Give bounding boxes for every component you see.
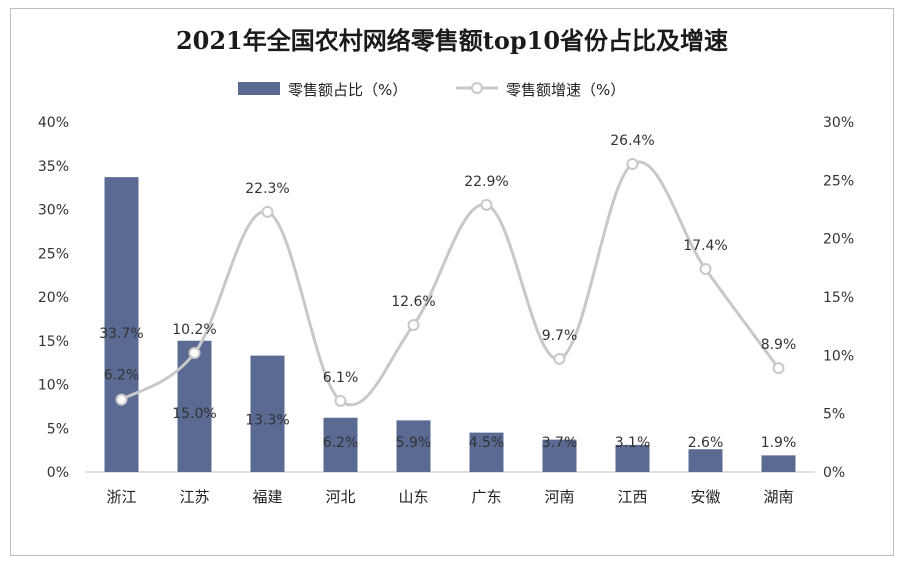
- line-point: [772, 362, 785, 375]
- line-data-label: 22.3%: [245, 181, 289, 197]
- bar: [396, 420, 431, 472]
- y-left-tick-label: 25%: [38, 246, 69, 262]
- y-right-tick-label: 20%: [823, 232, 854, 248]
- line-data-label: 26.4%: [610, 133, 654, 149]
- category-label: 湖南: [763, 488, 793, 506]
- y-right-tick-label: 0%: [823, 465, 845, 481]
- line-data-label: 6.2%: [104, 368, 140, 384]
- legend-line-label: 零售额增速（%）: [506, 81, 625, 99]
- line-series: [115, 158, 785, 407]
- line-data-label: 22.9%: [464, 174, 508, 190]
- bar-series: [104, 177, 796, 472]
- line-data-label: 12.6%: [391, 294, 435, 310]
- bar-data-label: 3.7%: [542, 435, 578, 451]
- category-label: 江西: [617, 488, 647, 506]
- bar-data-label: 1.9%: [761, 435, 797, 451]
- line-point: [626, 158, 639, 170]
- bar: [104, 177, 139, 472]
- category-label: 河北: [325, 488, 355, 506]
- line-point: [480, 198, 493, 211]
- legend-line-marker: [471, 82, 483, 94]
- growth-line: [120, 160, 780, 407]
- y-left-tick-label: 15%: [38, 334, 69, 350]
- line-point: [407, 319, 420, 331]
- category-label: 广东: [471, 488, 501, 506]
- bar-data-label: 6.2%: [323, 435, 359, 451]
- y-right-tick-label: 25%: [823, 173, 854, 189]
- bar-data-label: 33.7%: [99, 326, 143, 342]
- y-left-tick-label: 5%: [47, 421, 69, 437]
- bar-data-label: 4.5%: [469, 435, 505, 451]
- category-labels: 浙江 江苏 福建 河北 山东 广东 河南 江西 安徽 湖南: [106, 488, 793, 506]
- bar: [323, 417, 358, 472]
- y-left-tick-label: 40%: [38, 115, 69, 131]
- bar: [250, 355, 285, 472]
- line-point: [188, 347, 201, 359]
- bar: [542, 439, 577, 472]
- chart-frame: [10, 8, 894, 556]
- bar-data-label: 15.0%: [172, 406, 216, 422]
- line-data-label: 9.7%: [542, 328, 578, 344]
- line-point: [115, 393, 128, 406]
- line-data-label: 8.9%: [761, 337, 797, 353]
- line-point: [553, 352, 566, 365]
- y-left-tick-label: 30%: [38, 203, 69, 219]
- bar: [688, 449, 723, 472]
- line-data-label: 10.2%: [172, 322, 216, 338]
- y-left-tick-label: 10%: [38, 378, 69, 394]
- line-data-label: 6.1%: [323, 370, 359, 386]
- category-label: 河南: [544, 488, 574, 506]
- y-left-tick-label: 35%: [38, 159, 69, 175]
- legend: 零售额占比（%） 零售额增速（%）: [238, 81, 625, 99]
- legend-bar-label: 零售额占比（%）: [288, 81, 407, 99]
- bar-data-label: 5.9%: [396, 435, 432, 451]
- y-left-ticks: 0% 5% 10% 15% 20% 25% 30% 35% 40%: [38, 115, 69, 481]
- bar-data-label: 2.6%: [688, 435, 724, 451]
- line-point: [699, 263, 712, 275]
- bar-data-labels: 33.7% 15.0% 13.3% 6.2% 5.9% 4.5% 3.7% 3.1% 2.6% 1…: [99, 326, 796, 451]
- y-right-tick-label: 15%: [823, 290, 854, 306]
- y-left-tick-label: 0%: [47, 465, 69, 481]
- category-label: 福建: [252, 488, 282, 506]
- chart-title: 2021年全国农村网络零售额top10省份占比及增速: [176, 26, 728, 55]
- bar: [469, 432, 504, 472]
- category-label: 江苏: [179, 488, 209, 506]
- y-right-tick-label: 10%: [823, 348, 854, 364]
- legend-bar-swatch: [238, 82, 280, 95]
- y-right-ticks: 0% 5% 10% 15% 20% 25% 30%: [823, 115, 854, 481]
- bar-data-label: 13.3%: [245, 413, 289, 429]
- line-point: [334, 394, 347, 407]
- line-point: [261, 205, 274, 218]
- bar: [761, 455, 796, 472]
- y-left-tick-label: 20%: [38, 290, 69, 306]
- category-label: 浙江: [106, 488, 136, 506]
- bar-data-label: 3.1%: [615, 435, 651, 451]
- y-right-tick-label: 30%: [823, 115, 854, 131]
- line-data-label: 17.4%: [683, 238, 727, 254]
- category-label: 安徽: [690, 488, 720, 506]
- category-label: 山东: [398, 488, 428, 506]
- y-right-tick-label: 5%: [823, 407, 845, 423]
- line-data-labels: 6.2% 10.2% 22.3% 6.1% 12.6% 22.9% 9.7% 26.4% 17.…: [104, 133, 797, 386]
- bar: [615, 444, 650, 472]
- bar: [177, 340, 212, 472]
